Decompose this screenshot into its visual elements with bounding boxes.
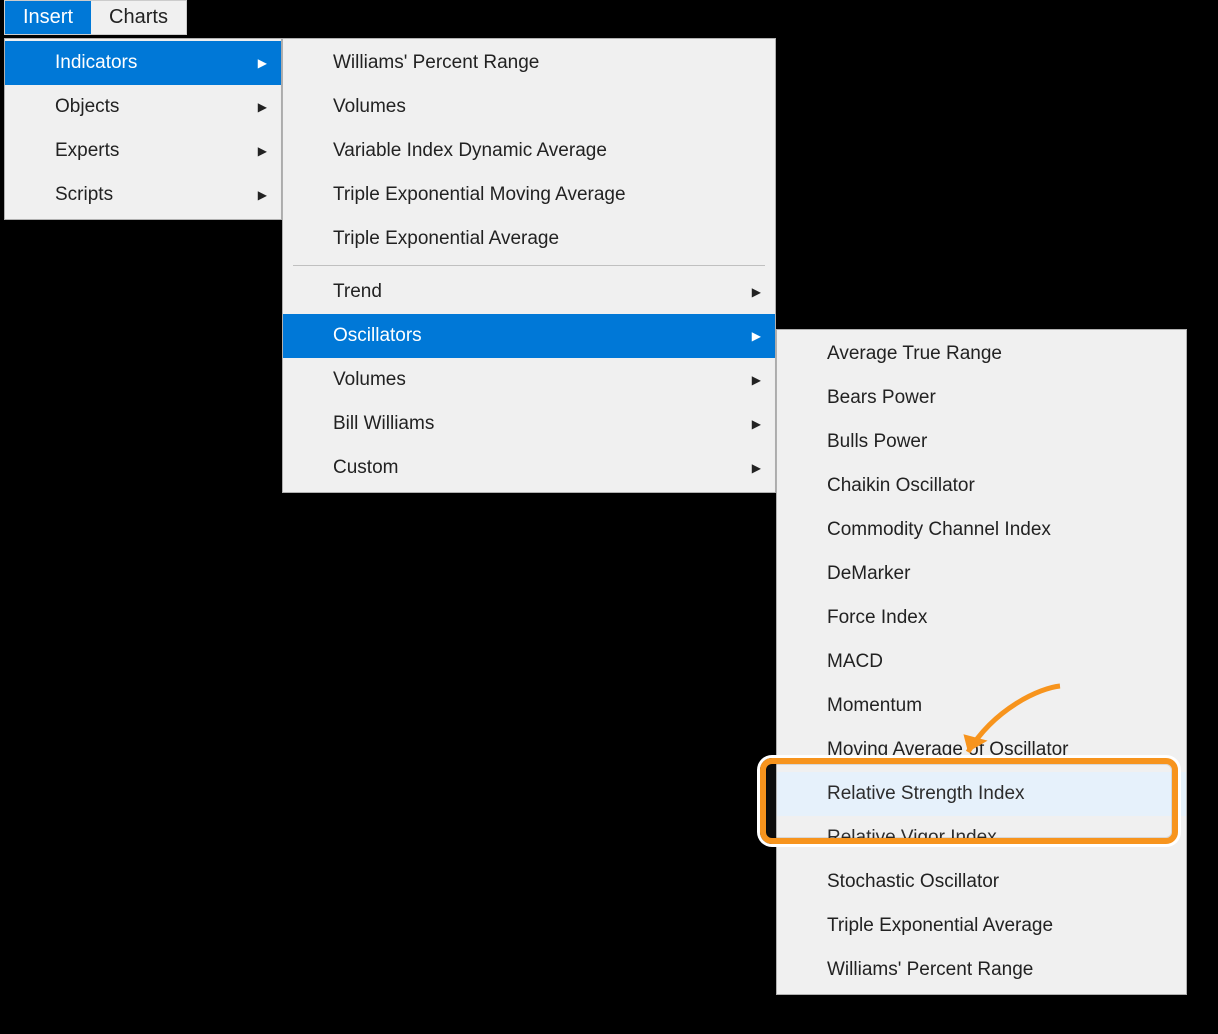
- menu-oscillators: Average True Range Bears Power Bulls Pow…: [776, 329, 1187, 995]
- submenu-arrow-icon: ▶: [752, 462, 761, 474]
- submenu-arrow-icon: ▶: [752, 418, 761, 430]
- menu-item-volumes[interactable]: Volumes: [283, 85, 775, 129]
- menu-item-label: Chaikin Oscillator: [827, 475, 1172, 497]
- menu-item-label: Custom: [333, 457, 712, 479]
- menu-item-label: MACD: [827, 651, 1172, 673]
- menu-item-label: Bill Williams: [333, 413, 712, 435]
- menu-item-trend[interactable]: Trend ▶: [283, 270, 775, 314]
- menu-item-label: Williams' Percent Range: [827, 959, 1172, 981]
- submenu-arrow-icon: ▶: [752, 330, 761, 342]
- submenu-arrow-icon: ▶: [258, 145, 267, 157]
- menu-item-average-true-range[interactable]: Average True Range: [777, 332, 1186, 376]
- menu-item-label: Relative Vigor Index: [827, 827, 1172, 849]
- menu-item-scripts[interactable]: Scripts ▶: [5, 173, 281, 217]
- menubar-item-charts[interactable]: Charts: [91, 1, 186, 34]
- menu-indicators: Williams' Percent Range Volumes Variable…: [282, 38, 776, 493]
- menu-separator: [293, 265, 765, 266]
- menubar-item-label: Charts: [109, 6, 168, 29]
- menu-item-label: Volumes: [333, 96, 761, 118]
- menubar: Insert Charts: [4, 0, 187, 35]
- menu-item-williams-percent-range[interactable]: Williams' Percent Range: [283, 41, 775, 85]
- menu-item-label: Variable Index Dynamic Average: [333, 140, 761, 162]
- menu-item-chaikin-oscillator[interactable]: Chaikin Oscillator: [777, 464, 1186, 508]
- menu-item-commodity-channel-index[interactable]: Commodity Channel Index: [777, 508, 1186, 552]
- menu-item-bill-williams[interactable]: Bill Williams ▶: [283, 402, 775, 446]
- menu-item-label: Moving Average of Oscillator: [827, 739, 1172, 761]
- menu-item-triple-exponential-average[interactable]: Triple Exponential Average: [283, 217, 775, 261]
- menu-item-relative-vigor-index[interactable]: Relative Vigor Index: [777, 816, 1186, 860]
- menu-item-label: Stochastic Oscillator: [827, 871, 1172, 893]
- menu-item-label: Objects: [55, 96, 218, 118]
- menu-item-triple-exponential-average-osc[interactable]: Triple Exponential Average: [777, 904, 1186, 948]
- menu-item-label: Williams' Percent Range: [333, 52, 761, 74]
- menu-item-label: DeMarker: [827, 563, 1172, 585]
- menu-item-label: Volumes: [333, 369, 712, 391]
- menu-item-custom[interactable]: Custom ▶: [283, 446, 775, 490]
- menu-insert: Indicators ▶ Objects ▶ Experts ▶ Scripts…: [4, 38, 282, 220]
- menu-item-label: Trend: [333, 281, 712, 303]
- menu-item-label: Triple Exponential Average: [333, 228, 761, 250]
- menu-item-williams-percent-range-osc[interactable]: Williams' Percent Range: [777, 948, 1186, 992]
- submenu-arrow-icon: ▶: [258, 57, 267, 69]
- menu-item-label: Bears Power: [827, 387, 1172, 409]
- submenu-arrow-icon: ▶: [258, 101, 267, 113]
- menu-item-indicators[interactable]: Indicators ▶: [5, 41, 281, 85]
- submenu-arrow-icon: ▶: [258, 189, 267, 201]
- menu-item-bulls-power[interactable]: Bulls Power: [777, 420, 1186, 464]
- menu-item-demarker[interactable]: DeMarker: [777, 552, 1186, 596]
- menu-item-label: Average True Range: [827, 343, 1172, 365]
- menu-item-experts[interactable]: Experts ▶: [5, 129, 281, 173]
- menu-item-force-index[interactable]: Force Index: [777, 596, 1186, 640]
- menu-item-label: Triple Exponential Moving Average: [333, 184, 761, 206]
- menu-item-bears-power[interactable]: Bears Power: [777, 376, 1186, 420]
- menubar-item-label: Insert: [23, 6, 73, 29]
- menu-item-label: Experts: [55, 140, 218, 162]
- menubar-item-insert[interactable]: Insert: [5, 1, 91, 34]
- menu-item-label: Commodity Channel Index: [827, 519, 1172, 541]
- menu-item-momentum[interactable]: Momentum: [777, 684, 1186, 728]
- menu-item-volumes-group[interactable]: Volumes ▶: [283, 358, 775, 402]
- submenu-arrow-icon: ▶: [752, 374, 761, 386]
- menu-item-variable-index-dynamic-average[interactable]: Variable Index Dynamic Average: [283, 129, 775, 173]
- menu-item-triple-exponential-moving-average[interactable]: Triple Exponential Moving Average: [283, 173, 775, 217]
- menu-item-label: Indicators: [55, 52, 218, 74]
- menu-item-label: Force Index: [827, 607, 1172, 629]
- menu-item-oscillators[interactable]: Oscillators ▶: [283, 314, 775, 358]
- menu-item-label: Oscillators: [333, 325, 712, 347]
- menu-item-label: Momentum: [827, 695, 1172, 717]
- menu-item-label: Scripts: [55, 184, 218, 206]
- menu-item-label: Relative Strength Index: [827, 783, 1172, 805]
- menu-item-moving-average-of-oscillator[interactable]: Moving Average of Oscillator: [777, 728, 1186, 772]
- menu-item-macd[interactable]: MACD: [777, 640, 1186, 684]
- menu-item-objects[interactable]: Objects ▶: [5, 85, 281, 129]
- menu-item-label: Bulls Power: [827, 431, 1172, 453]
- menu-item-stochastic-oscillator[interactable]: Stochastic Oscillator: [777, 860, 1186, 904]
- menu-item-relative-strength-index[interactable]: Relative Strength Index: [777, 772, 1186, 816]
- submenu-arrow-icon: ▶: [752, 286, 761, 298]
- menu-item-label: Triple Exponential Average: [827, 915, 1172, 937]
